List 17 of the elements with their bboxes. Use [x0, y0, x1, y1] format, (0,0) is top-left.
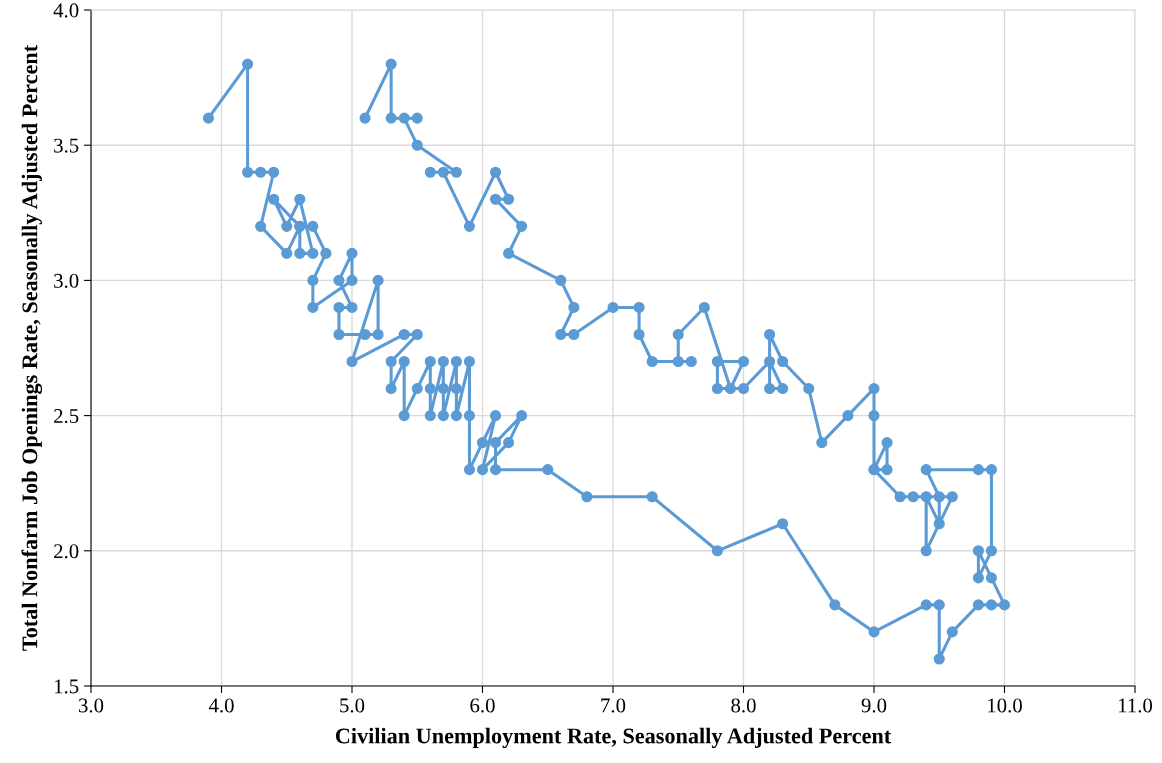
y-tick-label: 4.0: [53, 3, 79, 18]
x-tick-label: 6.0: [470, 698, 495, 713]
y-tick-label: 3.0: [54, 273, 79, 288]
x-tick-label: 5.0: [340, 698, 365, 713]
y-tick-label: 2.5: [54, 409, 79, 424]
x-tick-label: 8.0: [731, 698, 756, 713]
x-tick-label: 9.0: [861, 698, 887, 713]
x-tick-label: 4.0: [208, 698, 234, 713]
x-tick-label: 10.0: [988, 698, 1022, 713]
x-tick-label: 7.0: [601, 698, 626, 713]
x-tick-label: 11.0: [1118, 698, 1153, 713]
y-axis-title: Total Nonfarm Job Openings Rate, Seasonally Adjusted Percent: [21, 44, 43, 651]
x-axis-title: Civilian Unemployment Rate, Seasonally Adjusted Percent: [335, 727, 892, 749]
y-tick-label: 1.5: [54, 679, 79, 694]
x-tick-label: 3.0: [78, 698, 104, 713]
y-tick-label: 2.0: [54, 544, 79, 559]
y-tick-label: 3.5: [54, 138, 79, 153]
